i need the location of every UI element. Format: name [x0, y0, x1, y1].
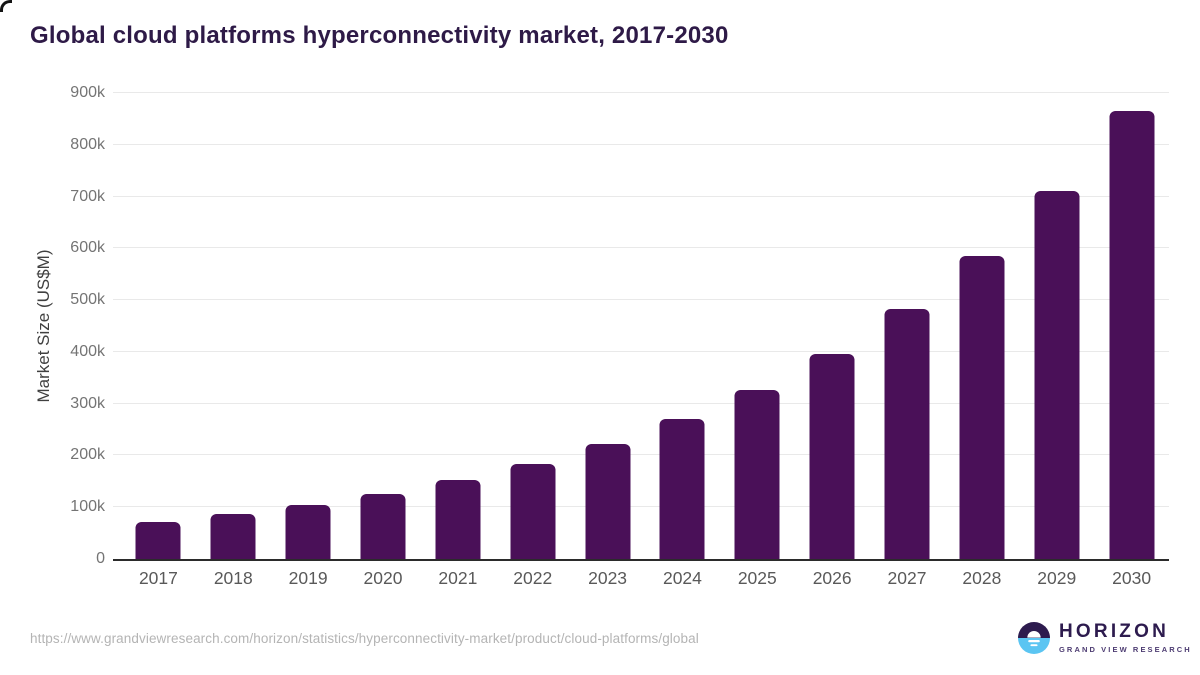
y-tick-label: 0 [96, 550, 105, 567]
x-tick-label-2025: 2025 [737, 568, 777, 588]
bar-slot-2023 [570, 93, 645, 559]
bar-slot-2019 [271, 93, 346, 559]
x-tick-label-2017: 2017 [138, 568, 178, 588]
y-tick-label: 400k [70, 342, 105, 360]
horizon-logo-icon [1018, 622, 1050, 654]
bar-slot-2030 [1094, 93, 1169, 559]
bar-series [121, 93, 1169, 559]
y-tick-label: 100k [70, 498, 105, 516]
x-tick-label-2021: 2021 [438, 568, 478, 588]
horizon-logo: HORIZON GRAND VIEW RESEARCH [1018, 622, 1192, 654]
bar-slot-2028 [944, 93, 1019, 559]
horizon-logo-text: HORIZON GRAND VIEW RESEARCH [1059, 622, 1192, 654]
x-axis-tick-labels: 2017 2018 2019 2020 2021 2022 2023 2024 2025 2026… [121, 568, 1169, 589]
gridline-400000 [113, 350, 1169, 352]
x-tick-label-2019: 2019 [288, 568, 328, 588]
y-tick-label: 800k [70, 135, 105, 153]
y-tick-label: 200k [70, 446, 105, 464]
plot-area [113, 92, 1169, 561]
bar-slot-2022 [495, 93, 570, 559]
y-tick-label: 700k [70, 187, 105, 205]
card-corner-decoration [0, 0, 12, 12]
bar-2018[interactable] [210, 513, 256, 559]
x-tick-label-2029: 2029 [1037, 568, 1077, 588]
source-url: https://www.grandviewresearch.com/horizo… [30, 631, 699, 646]
bar-slot-2018 [196, 93, 271, 559]
bar-slot-2027 [870, 93, 945, 559]
x-tick-label-2027: 2027 [887, 568, 927, 588]
gridline-600000 [113, 247, 1169, 249]
bar-2022[interactable] [510, 463, 556, 559]
bar-slot-2020 [346, 93, 421, 559]
bar-2027[interactable] [884, 309, 930, 559]
gridline-200000 [113, 454, 1169, 456]
y-axis-tick-labels: 0 100k 200k 300k 400k 500k 600k 700k 800k 900k [20, 0, 105, 675]
x-tick-label-2018: 2018 [213, 568, 253, 588]
y-tick-label: 500k [70, 291, 105, 309]
y-tick-label: 900k [70, 84, 105, 101]
gridline-800000 [113, 143, 1169, 145]
bar-slot-2025 [720, 93, 795, 559]
bar-2021[interactable] [435, 480, 481, 559]
bar-2029[interactable] [1034, 191, 1080, 559]
y-tick-label: 300k [70, 394, 105, 412]
gridline-700000 [113, 195, 1169, 197]
x-tick-label-2024: 2024 [662, 568, 702, 588]
bar-2023[interactable] [585, 443, 631, 559]
x-tick-label-2023: 2023 [588, 568, 628, 588]
bar-2020[interactable] [360, 494, 406, 559]
gridline-500000 [113, 299, 1169, 301]
x-tick-label-2020: 2020 [363, 568, 403, 588]
bar-2030[interactable] [1109, 111, 1155, 559]
bar-slot-2017 [121, 93, 196, 559]
horizon-brand-name: HORIZON [1059, 621, 1170, 643]
bar-2024[interactable] [659, 419, 705, 559]
chart-title: Global cloud platforms hyperconnectivity… [30, 22, 729, 49]
bar-slot-2026 [795, 93, 870, 559]
gridline-300000 [113, 402, 1169, 404]
bar-slot-2021 [420, 93, 495, 559]
bar-2026[interactable] [809, 353, 855, 559]
x-tick-label-2028: 2028 [962, 568, 1002, 588]
bar-slot-2024 [645, 93, 720, 559]
x-tick-label-2022: 2022 [513, 568, 553, 588]
x-tick-label-2030: 2030 [1112, 568, 1152, 588]
bar-2028[interactable] [959, 256, 1005, 559]
bar-2025[interactable] [734, 389, 780, 559]
y-tick-label: 600k [70, 239, 105, 257]
bar-slot-2029 [1019, 93, 1094, 559]
gridline-900000 [113, 92, 1169, 93]
gridline-100000 [113, 506, 1169, 508]
x-tick-label-2026: 2026 [812, 568, 852, 588]
bar-2019[interactable] [285, 505, 331, 559]
bar-2017[interactable] [135, 522, 181, 559]
grand-view-research-subtext: GRAND VIEW RESEARCH [1059, 644, 1192, 654]
